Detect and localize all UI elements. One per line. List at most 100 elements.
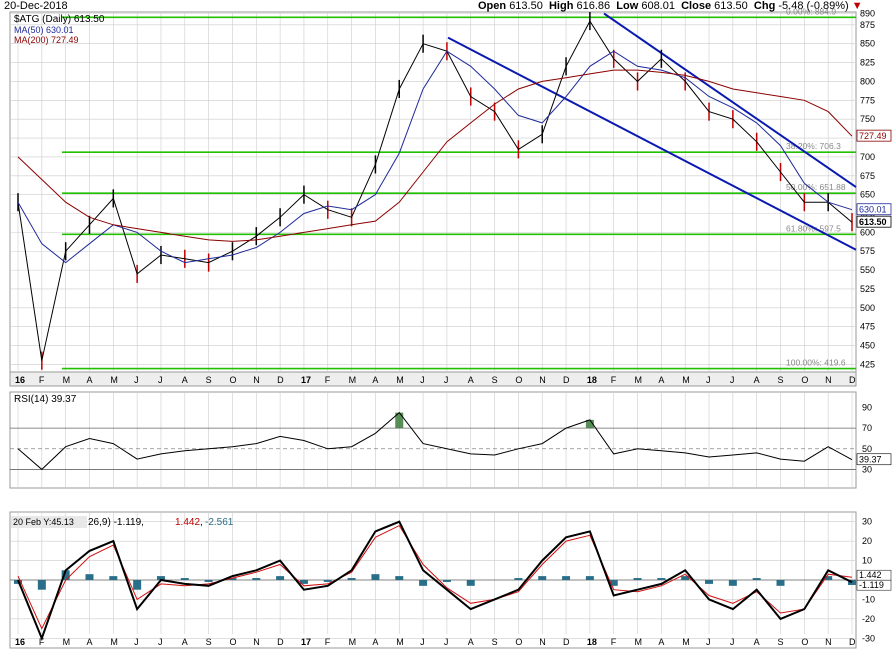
price-y-tick: 700 [860, 152, 875, 162]
x-tick-label: A [658, 375, 664, 385]
x-tick-label-bottom: M [110, 637, 118, 647]
x-tick-label-bottom: M [635, 637, 643, 647]
macd-histogram-bar [824, 576, 833, 580]
low-label: Low [616, 0, 639, 12]
x-tick-label-bottom: J [420, 637, 425, 647]
channel-upper-line [603, 12, 857, 188]
x-tick-label: A [372, 375, 378, 385]
ma50-value-tag: 630.01 [859, 205, 887, 215]
rsi-panel-frame [9, 391, 857, 489]
x-tick-label-bottom: 16 [15, 637, 25, 647]
price-y-tick: 875 [860, 20, 875, 30]
quote-summary: Open 613.50 High 616.86 Low 608.01 Close… [478, 0, 863, 12]
x-tick-label: D [563, 375, 570, 385]
x-tick-label-bottom: J [158, 637, 163, 647]
price-y-tick: 850 [860, 39, 875, 49]
price-y-tick: 750 [860, 114, 875, 124]
x-tick-label-bottom: 18 [587, 637, 597, 647]
macd-y-tick: -20 [862, 614, 875, 624]
x-tick-label-bottom: J [134, 637, 139, 647]
high-value: 616.86 [576, 0, 611, 12]
x-tick-label-bottom: F [325, 637, 331, 647]
rsi-y-tick: 30 [862, 464, 872, 474]
x-tick-label: J [158, 375, 163, 385]
open-label: Open [478, 0, 507, 12]
chg-label: Chg [753, 0, 776, 12]
price-y-tick: 600 [860, 227, 875, 237]
x-tick-label-bottom: F [39, 637, 45, 647]
x-tick-label: J [444, 375, 449, 385]
x-tick-label: 18 [587, 375, 597, 385]
x-tick-label: F [611, 375, 617, 385]
x-tick-label-bottom: D [849, 637, 856, 647]
macd-histogram-bar [776, 580, 785, 586]
macd-histogram-bar [323, 580, 332, 582]
x-tick-label-bottom: M [682, 637, 690, 647]
macd-histogram-bar [514, 578, 523, 580]
low-value: 608.01 [641, 0, 675, 12]
macd-histogram-bar [299, 580, 308, 584]
x-tick-label-bottom: N [825, 637, 832, 647]
x-tick-label: A [182, 375, 188, 385]
macd-histogram-bar [633, 578, 642, 580]
x-tick-label-bottom: N [539, 637, 546, 647]
macd-histogram-bar [728, 580, 737, 586]
x-tick-label-bottom: O [229, 637, 236, 647]
macd-label-v2: 1.442 [175, 517, 200, 528]
fib-level-label: 50.00%: 651.88 [786, 182, 846, 192]
down-arrow-icon: ▼ [851, 0, 863, 12]
x-tick-label-bottom: F [611, 637, 617, 647]
close-label: Close [681, 0, 712, 12]
macd-label-comma: , [200, 517, 203, 528]
macd-histogram-bar [466, 580, 475, 586]
channel-lower-line [447, 36, 857, 251]
rsi-line [17, 411, 853, 471]
macd-histogram-bar [61, 570, 70, 580]
macd-histogram-bar [347, 578, 356, 580]
x-tick-label: J [730, 375, 735, 385]
chart-date: 20-Dec-2018 [4, 0, 68, 12]
price-y-tick: 550 [860, 265, 875, 275]
x-tick-label: F [325, 375, 331, 385]
macd-histogram-bar [156, 576, 165, 580]
price-y-tick: 525 [860, 284, 875, 294]
rsi-label: RSI(14) 39.37 [14, 394, 77, 405]
rsi-overbought-fill [395, 412, 404, 429]
legend-ma50: MA(50) 630.01 [14, 25, 74, 35]
x-tick-label: A [86, 375, 92, 385]
macd-histogram-bar [252, 578, 261, 580]
ma200-line [17, 69, 853, 242]
price-y-tick: 775 [860, 95, 875, 105]
macd-histogram-bar [204, 580, 213, 582]
x-tick-label: N [539, 375, 546, 385]
x-tick-label-bottom: A [754, 637, 760, 647]
price-line [17, 20, 853, 361]
price-y-tick: 475 [860, 322, 875, 332]
chg-value: -5.48 (-0.89%) [778, 0, 849, 12]
x-tick-label: D [277, 375, 284, 385]
price-y-tick: 575 [860, 246, 875, 256]
x-tick-label: S [206, 375, 212, 385]
x-tick-label: 17 [301, 375, 311, 385]
x-tick-label: O [801, 375, 808, 385]
macd-label-values: 26,9) -1.119, [88, 517, 144, 528]
rsi-y-tick: 90 [862, 402, 872, 412]
x-tick-label: A [468, 375, 474, 385]
macd-histogram-bar [180, 578, 189, 580]
macd-histogram-bar [109, 576, 118, 580]
x-tick-label-bottom: 17 [301, 637, 311, 647]
x-tick-label-bottom: A [86, 637, 92, 647]
macd-histogram-bar [562, 576, 571, 580]
close-value: 613.50 [714, 0, 748, 12]
x-tick-label: D [849, 375, 856, 385]
open-value: 613.50 [509, 0, 543, 12]
price-y-tick: 800 [860, 76, 875, 86]
macd-y-tick: 30 [862, 517, 872, 527]
x-tick-label-bottom: D [563, 637, 570, 647]
macd-histogram-bar [276, 576, 285, 580]
macd-value-tag-b: -1.119 [859, 580, 884, 590]
macd-histogram-bar [37, 580, 46, 590]
x-tick-label: N [253, 375, 259, 385]
x-tick-label-bottom: A [658, 637, 664, 647]
